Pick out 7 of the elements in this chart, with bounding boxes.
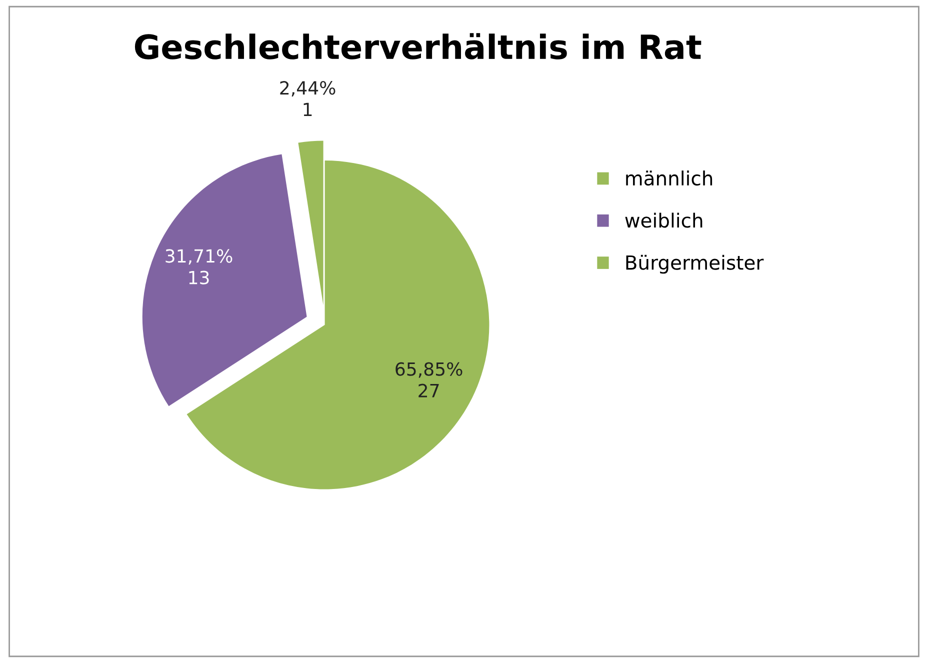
legend-label: Bürgermeister [626, 254, 764, 274]
data-label: 2,44% 1 [280, 81, 336, 116]
legend-label: weiblich [625, 212, 702, 228]
legend-label: männlich [626, 170, 712, 186]
chart-title: Geschlechterverhältnis im Rat [134, 33, 702, 60]
data-label: 65,85% 27 [396, 362, 462, 398]
data-label: 31,71% 13 [166, 249, 232, 284]
